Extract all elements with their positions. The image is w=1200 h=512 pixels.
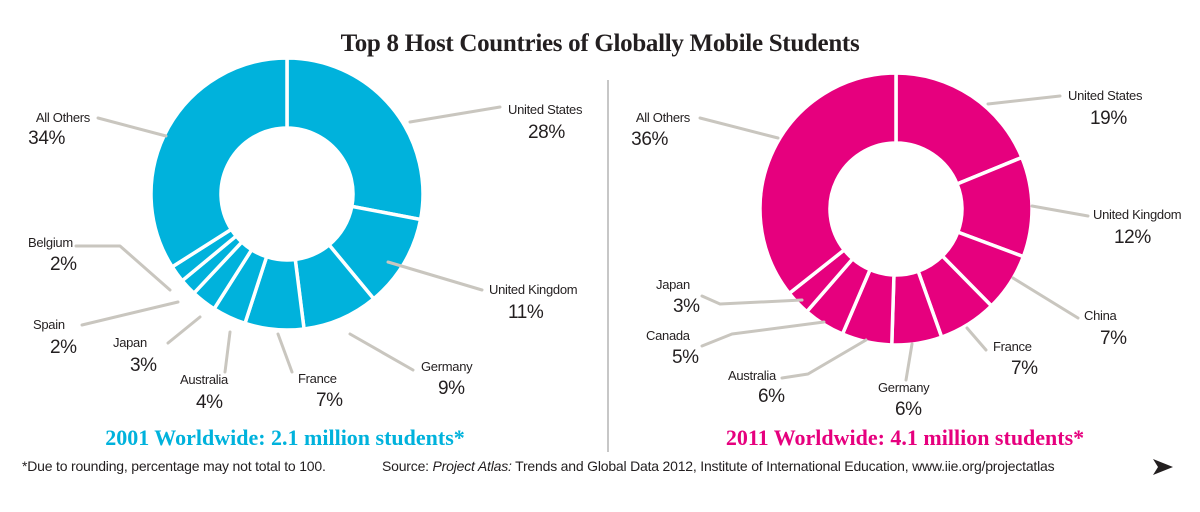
leader-line-2001-spain [80, 300, 180, 327]
label-value-2011-japan: 3% [673, 296, 700, 317]
slice-2011-all-others[interactable] [758, 71, 898, 296]
leader-line-2001-all-others [96, 116, 168, 138]
next-arrow-icon[interactable] [1152, 458, 1174, 476]
label-value-2001-australia: 4% [196, 392, 223, 413]
leader-line-2011-france [965, 326, 988, 352]
label-name-2011-all-others: All Others [636, 110, 691, 125]
label-name-2011-united-kingdom: United Kingdom [1093, 207, 1181, 222]
label-name-2001-france: France [298, 371, 337, 386]
leader-line-2011-australia [780, 338, 868, 380]
label-name-2001-australia: Australia [180, 372, 229, 387]
leader-line-2001-japan [166, 315, 202, 345]
source-note: Source: Project Atlas: Trends and Global… [382, 458, 1055, 474]
label-value-2001-spain: 2% [50, 337, 77, 358]
leader-line-2011-canada [700, 320, 826, 348]
label-value-2001-germany: 9% [438, 378, 465, 399]
leader-line-2011-all-others [698, 116, 780, 140]
label-name-2001-spain: Spain [33, 317, 65, 332]
source-prefix: Source: [382, 458, 433, 474]
label-name-2001-germany: Germany [421, 359, 473, 374]
rounding-footnote: *Due to rounding, percentage may not tot… [22, 458, 326, 474]
label-name-2011-germany: Germany [878, 380, 930, 395]
leader-line-2011-germany [904, 342, 914, 382]
label-name-2001-united-states: United States [508, 102, 583, 117]
source-details: Trends and Global Data 2012, Institute o… [511, 458, 1055, 474]
label-value-2011-canada: 5% [672, 347, 699, 368]
label-name-2001-all-others: All Others [36, 110, 91, 125]
label-value-2011-france: 7% [1011, 358, 1038, 379]
donut-chart-2001: United States 28% United Kingdom 11% Germany… [28, 56, 583, 413]
label-value-2011-all-others: 36% [631, 129, 668, 150]
label-value-2001-united-states: 28% [528, 122, 565, 143]
leader-line-2001-united-kingdom [386, 260, 484, 292]
slice-2011-united-states[interactable] [894, 71, 1025, 187]
label-name-2011-china: China [1084, 308, 1118, 323]
leader-line-2001-belgium [74, 244, 172, 292]
label-name-2011-australia: Australia [728, 368, 777, 383]
source-publication: Project Atlas: [432, 458, 512, 474]
label-value-2011-germany: 6% [895, 399, 922, 420]
leader-line-2011-japan [700, 294, 804, 306]
caption-2001: 2001 Worldwide: 2.1 million students* [105, 425, 465, 450]
leader-line-2011-united-kingdom [1030, 204, 1090, 218]
label-name-2011-united-states: United States [1068, 88, 1143, 103]
label-value-2011-united-states: 19% [1090, 108, 1127, 129]
label-value-2001-belgium: 2% [50, 254, 77, 275]
label-name-2011-canada: Canada [646, 328, 691, 343]
leader-line-2001-germany [348, 332, 415, 372]
label-value-2001-united-kingdom: 11% [508, 302, 544, 323]
label-name-2001-japan: Japan [113, 335, 147, 350]
leader-line-2011-united-states [986, 94, 1062, 106]
chart-title: Top 8 Host Countries of Globally Mobile … [340, 30, 860, 57]
label-name-2001-united-kingdom: United Kingdom [489, 282, 577, 297]
label-name-2011-japan: Japan [656, 277, 690, 292]
slice-2001-all-others[interactable] [149, 56, 289, 270]
leader-line-2001-australia [223, 330, 232, 374]
label-name-2011-france: France [993, 339, 1032, 354]
label-name-2001-belgium: Belgium [28, 235, 73, 250]
label-value-2011-united-kingdom: 12% [1114, 227, 1151, 248]
leader-line-2001-united-states [408, 105, 502, 124]
leader-line-2001-france [276, 332, 294, 374]
label-value-2001-france: 7% [316, 390, 343, 411]
label-value-2011-australia: 6% [758, 386, 785, 407]
label-value-2001-all-others: 34% [28, 128, 65, 149]
label-value-2011-china: 7% [1100, 328, 1127, 349]
slice-2001-united-states[interactable] [285, 56, 425, 222]
leader-line-2011-china [1011, 276, 1080, 320]
label-value-2001-japan: 3% [130, 355, 157, 376]
caption-2011: 2011 Worldwide: 4.1 million students* [726, 425, 1084, 450]
donut-chart-2011: United States 19% United Kingdom 12% China 7%… [631, 71, 1182, 420]
